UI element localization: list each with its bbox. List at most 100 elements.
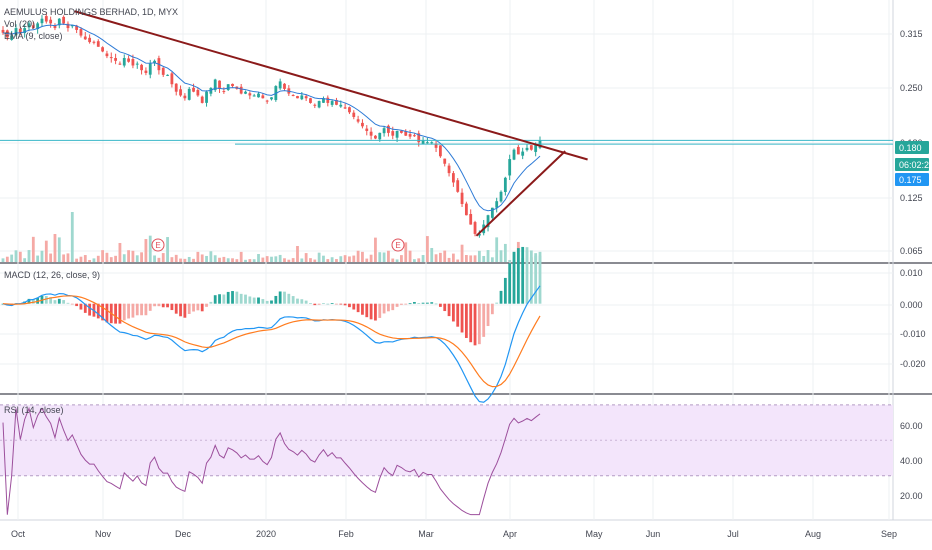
candle-body xyxy=(434,143,438,148)
volume-bar xyxy=(413,259,416,262)
volume-bar xyxy=(270,256,273,262)
macd-histogram-bar xyxy=(83,303,87,313)
volume-bar xyxy=(348,256,351,262)
volume-bar xyxy=(387,250,390,262)
candle-body xyxy=(430,142,434,144)
candle-body xyxy=(447,165,451,174)
candle-body xyxy=(300,95,304,100)
macd-histogram-bar xyxy=(222,294,226,304)
candle-body xyxy=(75,25,79,30)
candle-body xyxy=(239,86,243,94)
macd-histogram-bar xyxy=(161,303,165,308)
rsi-line xyxy=(2,406,541,516)
candle-body xyxy=(226,84,230,90)
rsi-tick-label: 20.00 xyxy=(900,491,923,501)
candle-body xyxy=(512,149,516,160)
volume-bar xyxy=(391,258,395,262)
macd-histogram-bar xyxy=(257,297,260,304)
macd-histogram-bar xyxy=(122,303,126,321)
macd-histogram-bar xyxy=(348,303,351,308)
volume-bar xyxy=(317,252,321,262)
volume-bar xyxy=(75,258,79,262)
volume-bar xyxy=(57,237,61,262)
candle-body xyxy=(118,63,122,65)
volume-bar xyxy=(53,234,57,262)
volume-bar xyxy=(252,259,256,262)
volume-bar xyxy=(499,250,503,262)
macd-histogram-bar xyxy=(101,303,105,321)
volume-bar xyxy=(339,256,343,262)
macd-histogram-bar xyxy=(304,300,308,304)
volume-bar xyxy=(265,256,269,262)
price-tick-label: 0.250 xyxy=(900,83,923,93)
candle-body xyxy=(66,23,70,29)
volume-bar xyxy=(88,259,92,262)
volume-bar xyxy=(382,252,386,262)
candle-body xyxy=(382,128,386,134)
volume-bar xyxy=(369,254,373,262)
macd-histogram-bar xyxy=(391,303,395,311)
volume-bar xyxy=(23,258,27,262)
macd-histogram-bar xyxy=(135,303,139,316)
macd-histogram-bar xyxy=(529,250,533,304)
volume-bar xyxy=(218,257,221,262)
countdown-badge xyxy=(895,158,929,171)
candle-body xyxy=(473,222,477,234)
volume-bar xyxy=(144,239,148,262)
volume-bar xyxy=(361,251,364,262)
candle-body xyxy=(222,91,226,93)
macd-histogram-bar xyxy=(144,303,148,316)
macd-histogram-bar xyxy=(378,303,382,318)
volume-bar xyxy=(244,259,247,262)
macd-histogram-bar xyxy=(57,298,61,304)
volume-bar xyxy=(477,250,481,262)
macd-histogram-bar xyxy=(438,303,442,307)
volume-bar xyxy=(27,250,31,262)
macd-histogram-bar xyxy=(79,303,83,310)
macd-histogram-bar xyxy=(127,303,130,319)
candle-body xyxy=(179,89,182,96)
candle-body xyxy=(339,104,343,107)
volume-bar xyxy=(434,254,438,262)
time-tick-label: May xyxy=(585,529,603,539)
macd-histogram-bar xyxy=(252,297,256,304)
macd-histogram-bar xyxy=(525,247,529,304)
time-tick-label: Jun xyxy=(646,529,661,539)
volume-legend: Vol (20) xyxy=(4,19,36,29)
candle-body xyxy=(114,58,117,61)
macd-histogram-bar xyxy=(166,303,169,308)
macd-histogram-bar xyxy=(265,300,269,304)
level-price-badge xyxy=(895,173,929,186)
macd-histogram-bar xyxy=(326,303,330,305)
candle-body xyxy=(140,64,143,71)
candle-body xyxy=(521,151,525,156)
price-tick-label: 0.315 xyxy=(900,29,923,39)
volume-bar xyxy=(187,256,191,262)
candle-body xyxy=(296,96,299,99)
macd-histogram-bar xyxy=(356,303,360,313)
candle-body xyxy=(127,58,130,62)
volume-bar xyxy=(66,253,70,262)
candle-body xyxy=(477,233,481,236)
candle-body xyxy=(88,37,92,43)
candle-body xyxy=(248,93,252,96)
macd-histogram-bar xyxy=(49,297,53,304)
macd-histogram-bar xyxy=(404,303,408,305)
macd-histogram-bar xyxy=(417,303,421,304)
volume-bar xyxy=(400,255,403,262)
candle-body xyxy=(244,91,247,94)
macd-histogram-bar xyxy=(75,303,79,307)
earnings-marker-label: E xyxy=(155,241,160,250)
candle-body xyxy=(313,104,317,106)
candle-body xyxy=(335,99,338,105)
candle-body xyxy=(200,96,204,103)
candle-body xyxy=(404,131,408,136)
candle-body xyxy=(330,101,334,105)
volume-bar xyxy=(101,250,105,262)
volume-bar xyxy=(192,258,195,262)
candle-body xyxy=(417,133,421,143)
candle-body xyxy=(499,191,503,202)
candle-body xyxy=(400,130,403,133)
volume-bar xyxy=(261,257,265,262)
